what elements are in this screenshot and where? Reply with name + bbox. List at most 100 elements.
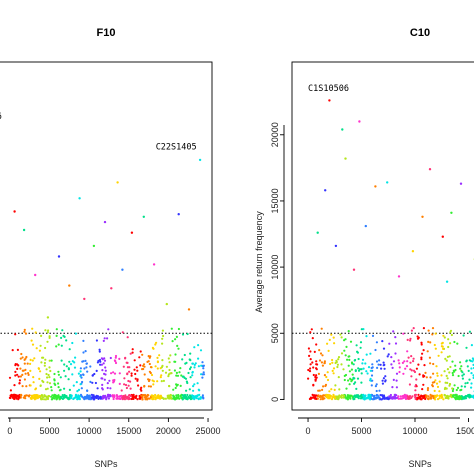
data-point	[365, 335, 368, 338]
data-point	[175, 371, 178, 374]
data-point	[422, 349, 425, 352]
data-point	[197, 388, 200, 391]
data-point	[77, 388, 81, 391]
data-point	[161, 342, 164, 345]
data-point	[462, 334, 465, 337]
data-point	[32, 381, 35, 384]
data-point	[328, 338, 331, 341]
data-point	[108, 379, 111, 382]
data-point	[124, 357, 127, 360]
data-point	[423, 364, 426, 367]
data-point	[134, 372, 137, 376]
data-point	[121, 331, 124, 334]
data-point	[309, 350, 312, 353]
data-point	[176, 383, 179, 386]
data-point	[388, 397, 391, 400]
data-point	[148, 362, 151, 366]
data-point-outlier	[177, 213, 180, 216]
data-point	[336, 363, 339, 366]
data-point	[107, 328, 110, 331]
x-ticks-c10: 0 5000 10000 15000	[306, 418, 474, 436]
data-point	[21, 373, 24, 376]
data-point	[450, 333, 453, 337]
data-point	[110, 372, 113, 375]
data-point	[406, 397, 409, 400]
data-point	[388, 342, 391, 345]
data-point	[57, 370, 60, 373]
data-point	[160, 380, 163, 383]
data-point	[454, 364, 457, 367]
data-point	[315, 360, 318, 363]
data-point-outlier	[316, 231, 319, 234]
data-point	[170, 327, 173, 330]
data-point	[38, 377, 41, 380]
data-point	[99, 363, 102, 366]
data-point	[94, 381, 97, 385]
data-point	[350, 361, 354, 364]
data-point-outlier	[152, 263, 156, 266]
data-point-outlier	[130, 231, 134, 234]
data-point	[375, 393, 378, 397]
data-point	[125, 396, 128, 399]
data-point	[68, 360, 71, 363]
data-point	[371, 379, 374, 382]
data-point	[333, 342, 336, 345]
data-point	[98, 348, 101, 351]
data-point	[318, 359, 322, 362]
data-point	[14, 395, 17, 398]
data-point	[118, 382, 121, 385]
data-point	[85, 362, 88, 365]
data-point	[23, 358, 26, 361]
data-point	[129, 394, 132, 397]
data-point	[175, 396, 178, 399]
data-point	[410, 355, 413, 358]
data-point	[425, 394, 428, 397]
data-point	[362, 328, 365, 331]
data-point	[352, 363, 355, 366]
points-f10	[8, 158, 206, 401]
data-point	[389, 393, 392, 397]
data-point	[400, 397, 403, 400]
data-point	[152, 383, 155, 386]
data-point	[432, 395, 435, 398]
data-point	[349, 340, 353, 343]
data-point	[141, 398, 144, 401]
data-point	[369, 377, 372, 380]
data-point	[50, 386, 53, 389]
data-point	[197, 357, 200, 360]
data-point	[63, 369, 66, 372]
data-point	[414, 389, 417, 392]
data-point	[316, 397, 319, 400]
data-point	[112, 397, 115, 401]
data-point	[434, 398, 437, 401]
data-point	[14, 370, 17, 373]
data-point	[330, 333, 333, 336]
data-point	[320, 361, 323, 364]
data-point	[147, 360, 150, 363]
data-point	[451, 387, 454, 390]
data-point	[422, 374, 425, 377]
data-point	[364, 362, 367, 365]
data-point	[357, 357, 360, 361]
data-point	[412, 360, 415, 363]
data-point	[402, 332, 405, 335]
data-point	[168, 384, 171, 388]
data-point	[193, 363, 196, 366]
data-point	[440, 395, 443, 398]
data-point	[183, 353, 186, 357]
data-point	[362, 397, 365, 400]
data-point	[444, 381, 447, 384]
data-point	[102, 339, 105, 342]
data-point	[406, 350, 409, 353]
data-point	[169, 354, 172, 357]
data-point	[104, 369, 107, 372]
data-point	[324, 383, 328, 386]
data-point	[40, 334, 43, 337]
data-point	[380, 394, 383, 397]
data-point	[142, 367, 145, 371]
data-point	[41, 379, 44, 382]
plot-frame-c10	[291, 61, 474, 411]
data-point	[421, 388, 424, 391]
data-point	[83, 367, 86, 370]
